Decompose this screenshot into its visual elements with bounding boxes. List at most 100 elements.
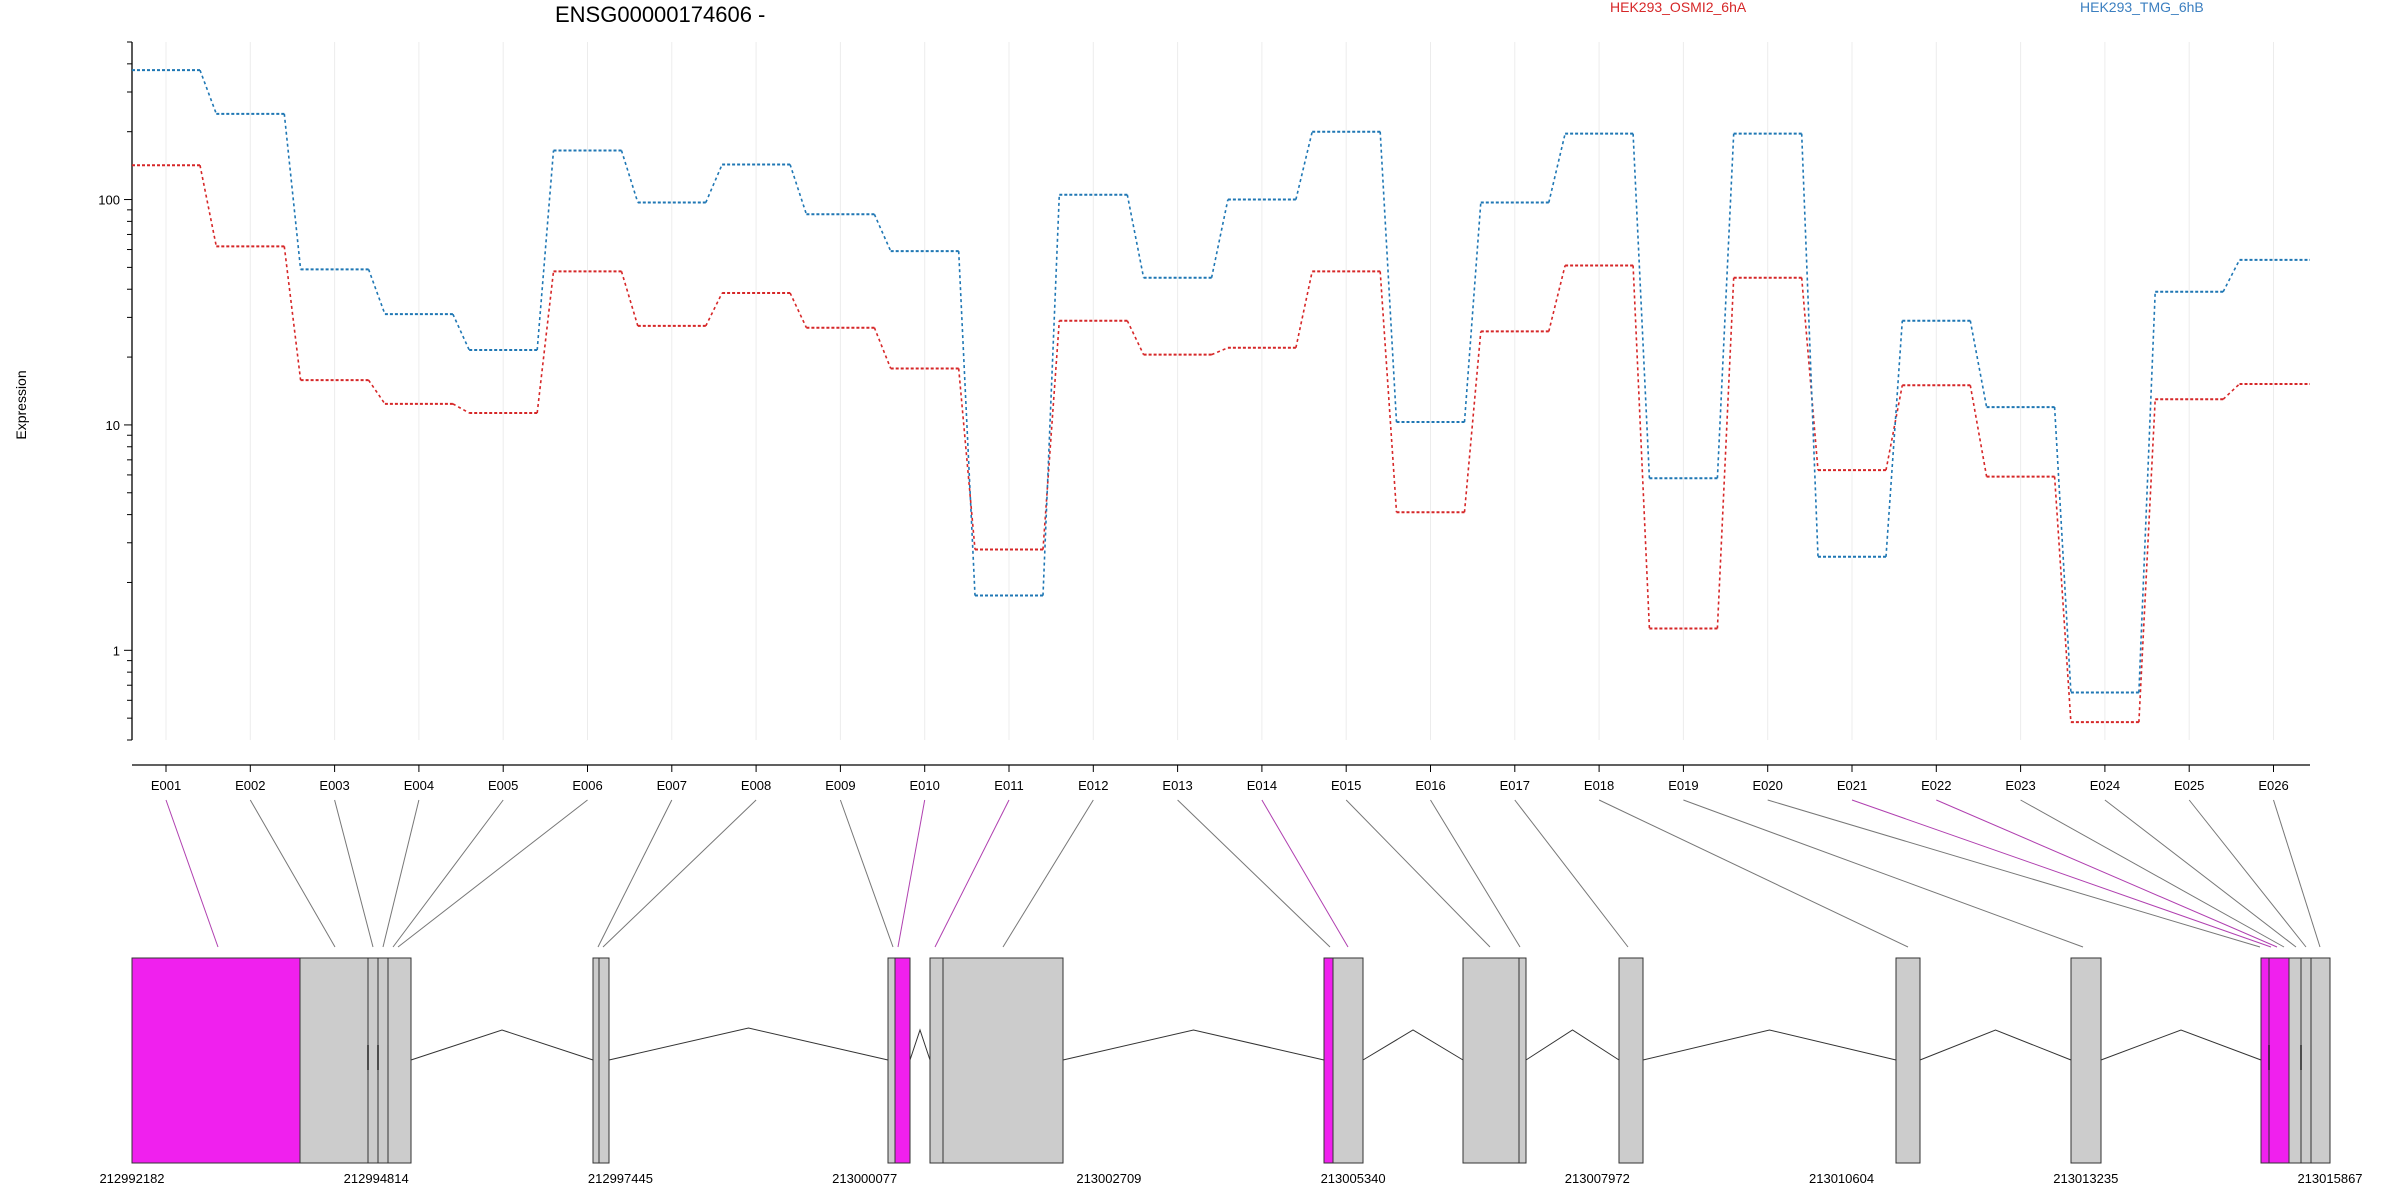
exon-label: E001 <box>151 778 181 793</box>
series-layer <box>132 69 2310 724</box>
exon-box <box>2268 957 2290 1164</box>
exon-box <box>1518 957 1527 1164</box>
exon-connector <box>382 799 420 948</box>
exon-label: E013 <box>1162 778 1192 793</box>
exon-box <box>894 957 911 1164</box>
exon-label: E004 <box>404 778 434 793</box>
series-connector <box>367 269 386 315</box>
series-connector <box>1042 320 1061 550</box>
exon-label: E026 <box>2258 778 2288 793</box>
series-connector <box>536 271 555 414</box>
series-connector <box>1969 320 1988 408</box>
exon-box <box>887 957 896 1164</box>
exon-box <box>2260 957 2270 1164</box>
exon-connectors <box>165 799 2321 948</box>
exon-connector <box>1514 799 1629 948</box>
series-connector <box>1295 131 1313 200</box>
series-connector <box>1379 131 1398 423</box>
intron-line <box>2100 1029 2262 1061</box>
y-tick-label: 100 <box>98 193 120 208</box>
y-tick-label: 10 <box>106 418 120 433</box>
exon-box <box>1332 957 1364 1164</box>
exon-box <box>1618 957 1644 1164</box>
exon-label: E002 <box>235 778 265 793</box>
intron-line <box>410 1029 594 1061</box>
exon-label: E009 <box>825 778 855 793</box>
series-connector <box>283 113 302 270</box>
series-connector <box>1969 385 1988 477</box>
exon-box <box>942 957 1064 1164</box>
series-connector <box>705 292 723 327</box>
exon-label: E015 <box>1331 778 1361 793</box>
series-connector <box>1548 133 1566 203</box>
series-connector <box>1716 277 1735 629</box>
series-connector <box>1800 133 1819 557</box>
exon-label: E012 <box>1078 778 1108 793</box>
series-connector <box>1548 265 1566 332</box>
intron-line <box>1525 1029 1620 1061</box>
series-connector <box>2053 476 2072 723</box>
exon-connector <box>597 799 673 948</box>
exon-connector <box>1767 799 2261 948</box>
exon-label: E019 <box>1668 778 1698 793</box>
series-connector <box>1463 202 1482 423</box>
series-connector <box>1126 320 1145 356</box>
exon-connector <box>1683 799 2084 948</box>
exon-box <box>1895 957 1921 1164</box>
intron-line <box>608 1027 889 1061</box>
exon-connector <box>334 799 374 948</box>
exon-label: E011 <box>994 778 1023 793</box>
exon-label: E023 <box>2005 778 2035 793</box>
intron-line <box>1642 1029 1897 1061</box>
coordinate-label: 212997445 <box>588 1171 653 1186</box>
intron-line <box>1062 1029 1325 1061</box>
exon-box <box>387 957 412 1164</box>
series-connector <box>620 271 639 327</box>
series-connector <box>1295 271 1313 348</box>
coordinate-label: 213000077 <box>832 1171 897 1186</box>
exon-box <box>1462 957 1520 1164</box>
exon-box <box>2070 957 2102 1164</box>
series-connector <box>620 150 639 203</box>
series-connector <box>2138 291 2156 693</box>
series-connector <box>1885 385 1904 471</box>
series-connector <box>2222 383 2241 400</box>
exon-connector <box>249 799 336 948</box>
exon-label: E003 <box>319 778 349 793</box>
series-connector <box>957 251 976 596</box>
series-connector <box>199 165 218 247</box>
series-connector <box>367 379 386 405</box>
coordinate-label: 213010604 <box>1809 1171 1874 1186</box>
exon-label: E014 <box>1247 778 1277 793</box>
series-connector <box>1463 331 1482 513</box>
exon-connector <box>1345 799 1491 948</box>
exon-connector <box>2104 799 2297 948</box>
gene-model <box>131 957 2331 1164</box>
exon-connector <box>839 799 894 948</box>
exon-connector <box>392 799 504 948</box>
series-connector <box>1126 194 1145 278</box>
intron-line <box>1362 1029 1464 1061</box>
series-connector <box>1632 265 1651 629</box>
series-connector <box>1800 277 1819 471</box>
exon-box <box>598 957 610 1164</box>
exon-connector <box>397 799 588 948</box>
exon-connector <box>897 799 926 948</box>
x-axis: E001 E002 E003 E004 E005 E006 E007 E008 E009 E010… <box>132 764 2310 793</box>
series-connector <box>1379 271 1398 513</box>
exon-connector <box>602 799 757 948</box>
coordinate-label: 213005340 <box>1321 1171 1386 1186</box>
exon-connector <box>1598 799 1909 948</box>
exon-box <box>131 957 301 1164</box>
grid-layer <box>165 42 2274 740</box>
exon-connector <box>1002 799 1094 948</box>
exon-box <box>2310 957 2331 1164</box>
coordinate-label: 213015867 <box>2297 1171 2362 1186</box>
exon-label: E021 <box>1837 778 1867 793</box>
series-connector <box>536 150 555 351</box>
exon-connector <box>1851 799 2272 948</box>
y-tick-label: 1 <box>113 643 120 658</box>
series-connector <box>1210 199 1229 278</box>
exon-label: E024 <box>2090 778 2120 793</box>
